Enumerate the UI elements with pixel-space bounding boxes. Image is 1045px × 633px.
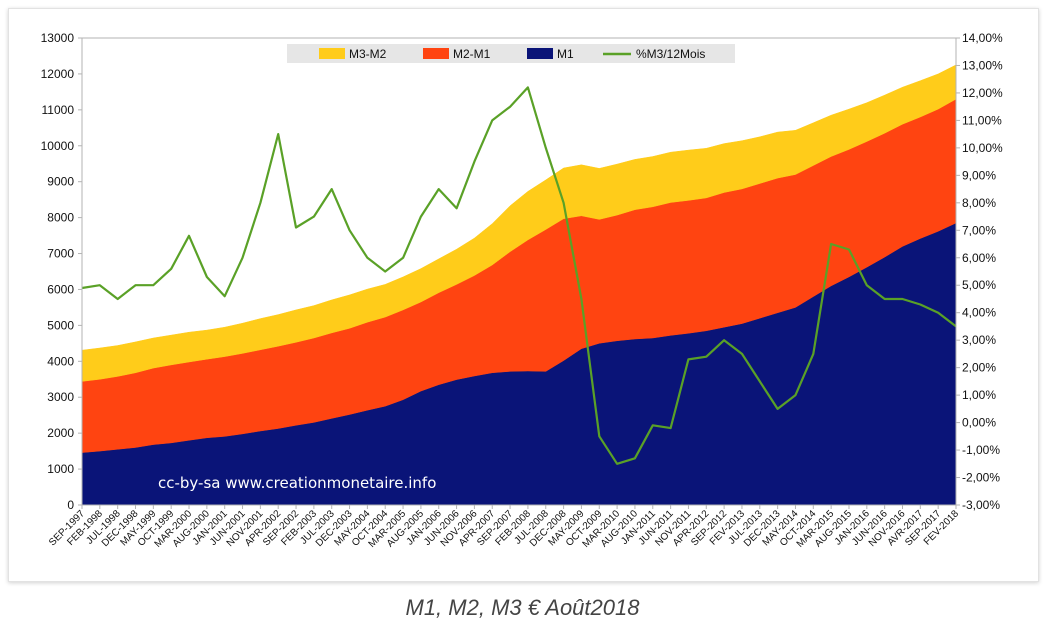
legend-label: M2-M1	[453, 47, 491, 61]
legend-label: M1	[557, 47, 574, 61]
left-tick-label: 7000	[47, 247, 74, 261]
left-tick-label: 9000	[47, 175, 74, 189]
legend-swatch-m2-m1	[423, 48, 449, 59]
legend-swatch-m1	[527, 48, 553, 59]
axes: 0 1000 2000 3000 4000 5000 6000 7000 8000 9000 100…	[41, 31, 1003, 550]
left-tick-label: 6000	[47, 282, 74, 296]
right-tick-label: 3,00%	[962, 333, 996, 347]
left-tick-label: 1000	[47, 462, 74, 476]
right-tick-label: 11,00%	[962, 113, 1002, 127]
plot-border	[81, 37, 957, 506]
right-tick-label: 14,00%	[962, 31, 1003, 45]
source-annotation: cc-by-sa www.creationmonetaire.info	[158, 474, 436, 492]
growth-line	[81, 86, 957, 465]
right-tick-label: 1,00%	[962, 388, 996, 402]
right-tick-label: 9,00%	[962, 168, 996, 182]
growth-line-layer	[81, 86, 957, 465]
right-tick-label: 12,00%	[962, 86, 1003, 100]
legend: M3-M2 M2-M1 M1 %M3/12Mois	[287, 44, 735, 63]
figure-caption: M1, M2, M3 € Août2018	[405, 595, 640, 620]
right-tick-label: 0,00%	[962, 416, 996, 430]
money-supply-chart: 0 1000 2000 3000 4000 5000 6000 7000 8000 9000 100…	[41, 31, 1003, 550]
right-tick-label: 10,00%	[962, 141, 1003, 155]
legend-label: M3-M2	[349, 47, 387, 61]
left-tick-label: 3000	[47, 390, 74, 404]
legend-background	[287, 44, 735, 63]
left-tick-label: 11000	[42, 103, 75, 117]
left-tick-label: 5000	[47, 318, 74, 332]
left-tick-label: 2000	[47, 426, 74, 440]
legend-swatch-m3-m2	[319, 48, 345, 59]
left-tick-label: 12000	[41, 67, 75, 81]
left-tick-label: 4000	[47, 354, 74, 368]
right-tick-label: 7,00%	[962, 223, 996, 237]
left-tick-label: 13000	[41, 31, 75, 45]
right-tick-label: 13,00%	[962, 58, 1003, 72]
right-tick-label: -2,00%	[962, 471, 1000, 485]
left-tick-label: 8000	[47, 211, 74, 225]
right-tick-label: -1,00%	[962, 443, 1000, 457]
right-tick-label: 5,00%	[962, 278, 996, 292]
left-tick-label: 0	[67, 498, 74, 512]
legend-label: %M3/12Mois	[636, 47, 705, 61]
right-tick-label: -3,00%	[962, 498, 1000, 512]
right-tick-label: 6,00%	[962, 251, 996, 265]
right-tick-label: 2,00%	[962, 361, 996, 375]
left-tick-label: 10000	[41, 139, 75, 153]
right-tick-label: 4,00%	[962, 306, 996, 320]
right-tick-label: 8,00%	[962, 196, 996, 210]
